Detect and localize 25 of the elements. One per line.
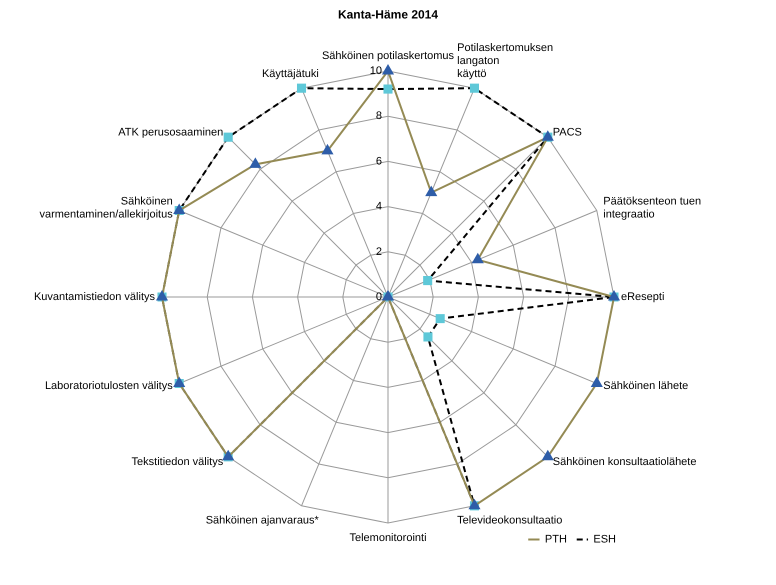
spoke-label: Kuvantamistiedon välitys <box>34 291 156 304</box>
spoke-label: Telemonitorointi <box>349 532 427 544</box>
legend-label: ESH <box>593 534 616 546</box>
spoke-label: Potilaskertomuksen langaton käyttö <box>457 42 554 80</box>
y-tick-label: 4 <box>376 200 382 213</box>
y-tick-label: 8 <box>376 110 382 122</box>
spoke-label: Sähköinen ajanvaraus* <box>206 514 320 526</box>
spoke-label: PACS <box>552 126 582 138</box>
spoke-label: Laboratoriotulosten välitys <box>44 380 174 392</box>
spoke-label: Tekstitiedon välitys <box>132 456 224 468</box>
legend-label: PTH <box>544 534 567 546</box>
spoke-label: Sähköinen konsultaatiolähete <box>552 456 696 468</box>
spoke-label: Käyttäjätuki <box>262 68 319 80</box>
y-tick-label: 0 <box>376 291 382 304</box>
y-tick-label: 6 <box>376 155 382 168</box>
y-tick-label: 2 <box>376 246 382 258</box>
spoke-label: eResepti <box>621 291 664 304</box>
chart-title: Kanta-Häme 2014 <box>338 8 438 22</box>
spoke-label: Sähköinen potilaskertomus <box>322 50 455 62</box>
spoke-label: Sähköinen varmentaminen/allekirjoitus <box>39 195 174 220</box>
spoke-label: Sähköinen lähete <box>603 380 688 392</box>
spoke-label: Päätöksenteon tuen integraatio <box>603 195 702 220</box>
spoke-label: ATK perusosaaminen <box>118 126 224 138</box>
spoke-label: Televideokonsultaatio <box>457 514 562 526</box>
y-tick-label: 10 <box>370 65 382 78</box>
